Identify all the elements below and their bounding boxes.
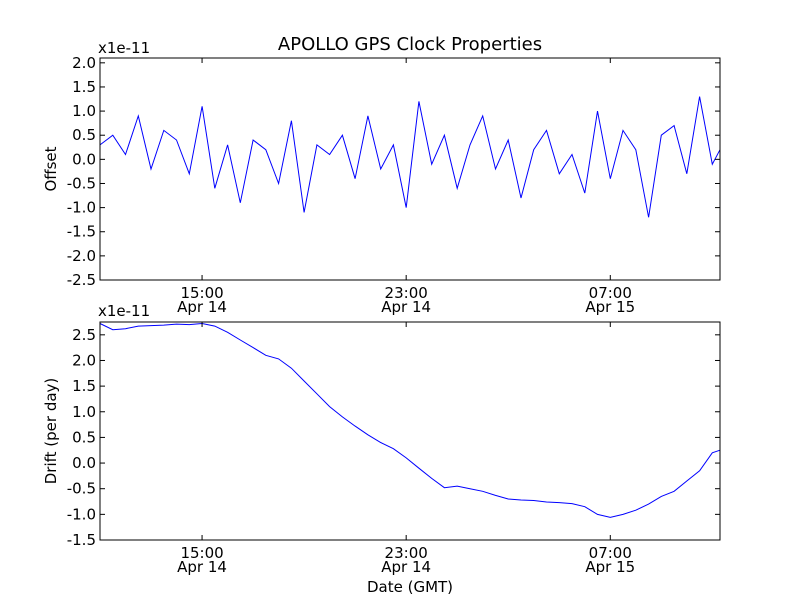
drift-xtick-date-label: Apr 15 [585,558,635,576]
offset-ytick-label: -2.0 [67,247,96,265]
figure-title: APOLLO GPS Clock Properties [278,34,542,55]
drift-multiplier-label: x1e-11 [98,302,150,320]
drift-ytick-label: -0.5 [67,480,96,498]
drift-ytick-label: 0.5 [72,428,96,446]
drift-ytick-label: 1.0 [72,403,96,421]
offset-xtick-time-label: 07:00 [589,284,632,302]
drift-axes-frame [99,321,721,541]
drift-xtick-time-label: 07:00 [589,544,632,562]
offset-axes-frame [99,57,721,281]
offset-xtick-date-label: Apr 15 [585,298,635,316]
offset-ytick-label: 1.5 [72,78,96,96]
drift-ytick-label: 2.5 [72,326,96,344]
drift-xtick-time-label: 15:00 [180,544,223,562]
drift-ytick-label: -1.0 [67,505,96,523]
drift-ytick-label: 2.0 [72,351,96,369]
offset-ytick-label: 0.5 [72,126,96,144]
offset-plot: x1e-11 Offset 2.0 1.5 1.0 0.5 0.0 -0.5 -1.0 -1.… [42,39,721,316]
drift-series-line [99,322,721,518]
offset-ytick-label: -1.0 [67,199,96,217]
drift-ytick-label: 0.0 [72,454,96,472]
drift-plot: x1e-11 Drift (per day) Date (GMT) 2.5 2.0… [42,302,721,596]
offset-ytick-label: 0.0 [72,150,96,168]
offset-ytick-label: -0.5 [67,174,96,192]
offset-multiplier-label: x1e-11 [98,39,150,57]
offset-xtick-time-label: 15:00 [180,284,223,302]
drift-ytick-label: -1.5 [67,531,96,549]
offset-ytick-label: 2.0 [72,54,96,72]
drift-ytick-label: 1.5 [72,377,96,395]
offset-xtick-date-label: Apr 14 [177,298,227,316]
offset-ytick-label: 1.0 [72,102,96,120]
offset-ytick-label: -2.5 [67,271,96,289]
offset-ytick-label: -1.5 [67,223,96,241]
offset-ylabel: Offset [42,146,60,191]
drift-xtick-date-label: Apr 14 [381,558,431,576]
drift-ylabel: Drift (per day) [42,378,60,485]
drift-xlabel: Date (GMT) [367,578,453,596]
offset-xtick-time-label: 23:00 [385,284,428,302]
drift-xtick-time-label: 23:00 [385,544,428,562]
drift-xtick-date-label: Apr 14 [177,558,227,576]
offset-xtick-date-label: Apr 14 [381,298,431,316]
offset-series-line [99,96,721,218]
